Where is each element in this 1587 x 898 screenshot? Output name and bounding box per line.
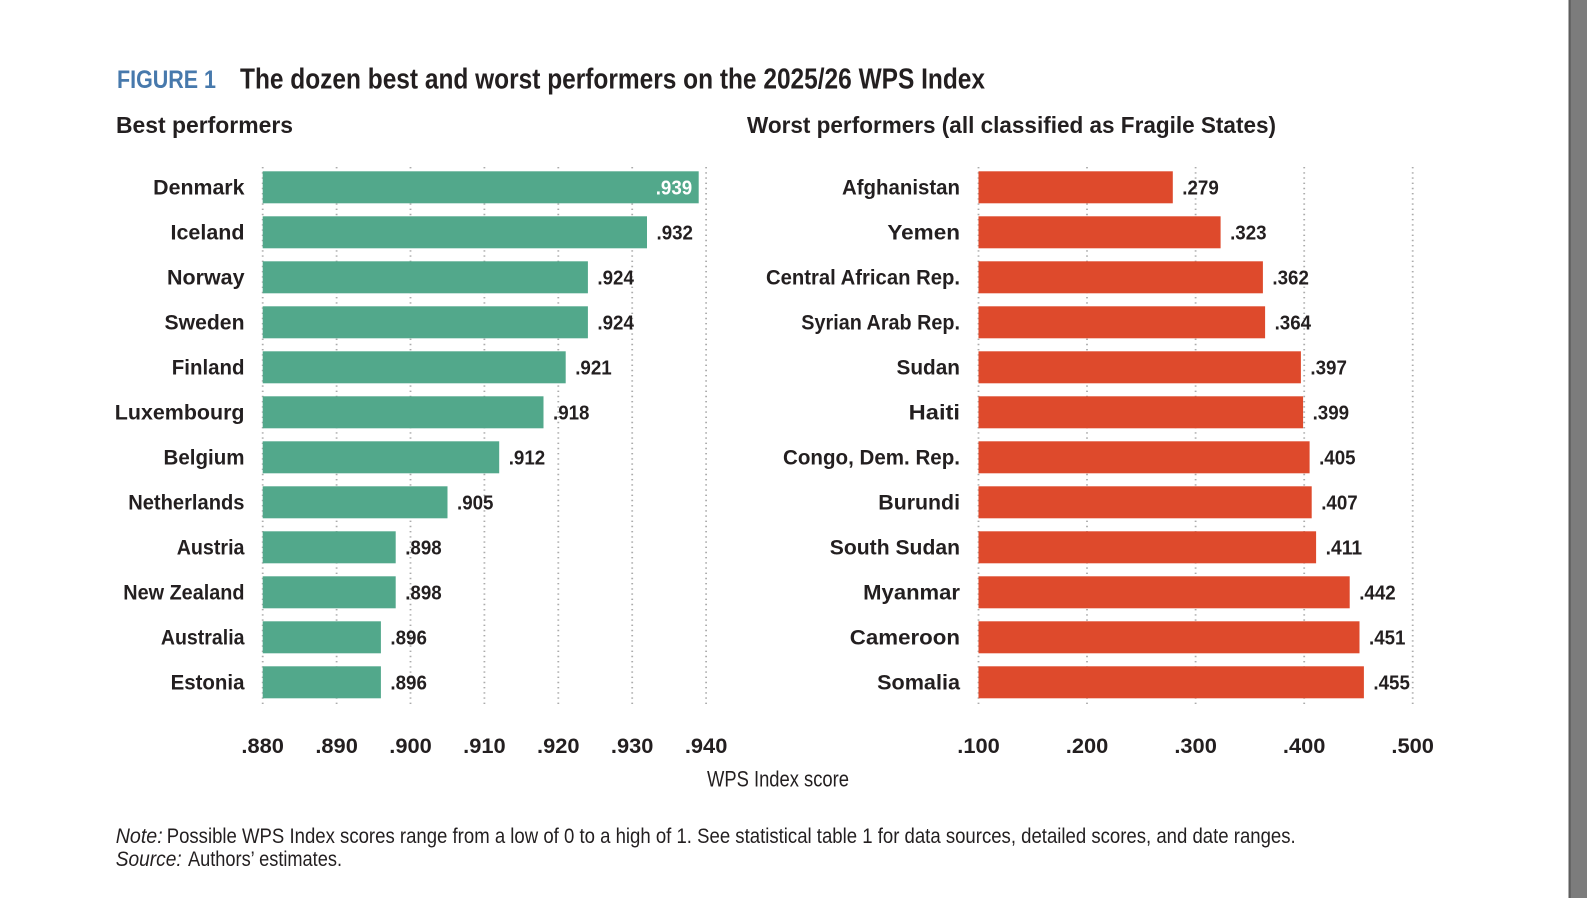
svg-text:.898: .898 xyxy=(405,537,442,559)
svg-text:.200: .200 xyxy=(1066,735,1109,758)
svg-text:Note:: Note: xyxy=(116,824,163,848)
svg-text:Finland: Finland xyxy=(172,356,245,379)
svg-text:.896: .896 xyxy=(390,627,427,649)
svg-text:Myanmar: Myanmar xyxy=(863,581,960,604)
svg-text:.399: .399 xyxy=(1313,402,1350,424)
svg-text:.407: .407 xyxy=(1321,492,1358,514)
svg-text:.364: .364 xyxy=(1275,312,1312,334)
svg-text:WPS Index score: WPS Index score xyxy=(707,767,849,792)
svg-text:FIGURE 1: FIGURE 1 xyxy=(117,66,216,94)
svg-text:The dozen best and worst perfo: The dozen best and worst performers on t… xyxy=(240,64,985,96)
svg-text:.921: .921 xyxy=(575,357,612,379)
svg-text:Denmark: Denmark xyxy=(153,176,245,199)
svg-text:Luxembourg: Luxembourg xyxy=(115,401,245,424)
svg-text:.400: .400 xyxy=(1283,735,1326,758)
svg-text:Best performers: Best performers xyxy=(116,112,293,138)
svg-text:.500: .500 xyxy=(1391,735,1434,758)
svg-text:Sudan: Sudan xyxy=(897,356,961,379)
svg-text:Iceland: Iceland xyxy=(171,221,245,244)
svg-text:.279: .279 xyxy=(1182,177,1219,199)
svg-text:.940: .940 xyxy=(685,735,728,758)
svg-text:.918: .918 xyxy=(553,402,590,424)
svg-text:Authors’ estimates.: Authors’ estimates. xyxy=(188,847,342,871)
svg-text:Syrian Arab Rep.: Syrian Arab Rep. xyxy=(801,311,960,334)
svg-text:.924: .924 xyxy=(597,267,634,289)
svg-text:.300: .300 xyxy=(1174,735,1217,758)
svg-text:.455: .455 xyxy=(1373,672,1410,694)
svg-text:.362: .362 xyxy=(1272,267,1309,289)
svg-text:Congo, Dem. Rep.: Congo, Dem. Rep. xyxy=(783,446,960,469)
svg-text:Norway: Norway xyxy=(167,266,245,289)
svg-text:.920: .920 xyxy=(537,735,580,758)
svg-text:.442: .442 xyxy=(1359,582,1396,604)
svg-text:.890: .890 xyxy=(315,735,358,758)
svg-text:Netherlands: Netherlands xyxy=(128,491,244,514)
svg-text:.100: .100 xyxy=(957,735,1000,758)
svg-text:Burundi: Burundi xyxy=(878,491,960,514)
svg-text:Yemen: Yemen xyxy=(887,221,960,244)
svg-text:Cameroon: Cameroon xyxy=(850,626,960,649)
svg-text:Australia: Australia xyxy=(161,626,245,649)
svg-text:Somalia: Somalia xyxy=(877,671,960,694)
svg-text:.930: .930 xyxy=(611,735,654,758)
svg-text:Estonia: Estonia xyxy=(171,671,245,694)
svg-text:.924: .924 xyxy=(597,312,634,334)
svg-text:.405: .405 xyxy=(1319,447,1356,469)
svg-text:Possible WPS Index scores rang: Possible WPS Index scores range from a l… xyxy=(167,824,1296,848)
svg-text:Afghanistan: Afghanistan xyxy=(842,176,960,199)
svg-text:Belgium: Belgium xyxy=(164,446,245,469)
svg-text:South Sudan: South Sudan xyxy=(830,536,960,559)
svg-text:.932: .932 xyxy=(657,222,694,244)
svg-text:.451: .451 xyxy=(1369,627,1406,649)
svg-text:.900: .900 xyxy=(389,735,432,758)
svg-text:Sweden: Sweden xyxy=(165,311,245,334)
svg-text:Source:: Source: xyxy=(116,847,182,871)
svg-text:New Zealand: New Zealand xyxy=(123,581,244,604)
svg-text:.397: .397 xyxy=(1310,357,1347,379)
svg-text:.912: .912 xyxy=(509,447,546,469)
svg-text:.939: .939 xyxy=(656,177,693,199)
svg-text:.898: .898 xyxy=(405,582,442,604)
svg-text:.896: .896 xyxy=(390,672,427,694)
svg-text:.411: .411 xyxy=(1326,537,1363,559)
svg-text:Central African Rep.: Central African Rep. xyxy=(766,266,960,289)
svg-text:.905: .905 xyxy=(457,492,494,514)
svg-text:.910: .910 xyxy=(463,735,506,758)
svg-text:Worst performers (all classifi: Worst performers (all classified as Frag… xyxy=(747,112,1276,138)
svg-text:Haiti: Haiti xyxy=(909,401,960,424)
svg-text:.323: .323 xyxy=(1230,222,1267,244)
svg-text:.880: .880 xyxy=(241,735,284,758)
svg-text:Austria: Austria xyxy=(177,536,245,559)
